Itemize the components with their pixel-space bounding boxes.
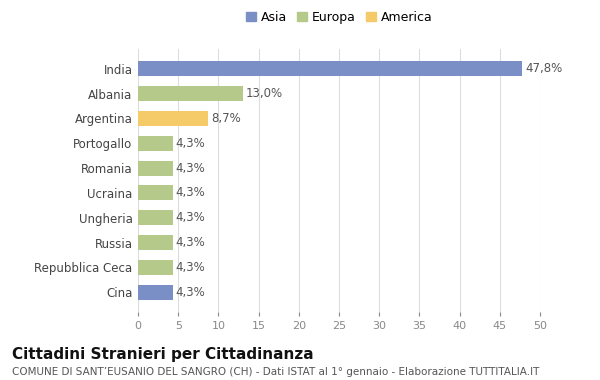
Bar — [138, 185, 173, 200]
Text: Cittadini Stranieri per Cittadinanza: Cittadini Stranieri per Cittadinanza — [12, 347, 314, 362]
Legend: Asia, Europa, America: Asia, Europa, America — [243, 8, 435, 27]
Bar — [138, 61, 523, 76]
Text: 8,7%: 8,7% — [211, 112, 241, 125]
Text: 4,3%: 4,3% — [176, 261, 206, 274]
Bar — [138, 285, 173, 300]
Bar — [138, 161, 173, 176]
Text: 4,3%: 4,3% — [176, 236, 206, 249]
Bar — [138, 260, 173, 275]
Text: 4,3%: 4,3% — [176, 286, 206, 299]
Text: 4,3%: 4,3% — [176, 162, 206, 174]
Bar — [138, 235, 173, 250]
Bar — [138, 86, 242, 101]
Bar — [138, 210, 173, 225]
Text: 4,3%: 4,3% — [176, 211, 206, 224]
Text: 4,3%: 4,3% — [176, 187, 206, 200]
Text: COMUNE DI SANT’EUSANIO DEL SANGRO (CH) - Dati ISTAT al 1° gennaio - Elaborazione: COMUNE DI SANT’EUSANIO DEL SANGRO (CH) -… — [12, 367, 539, 377]
Text: 4,3%: 4,3% — [176, 137, 206, 150]
Bar — [138, 111, 208, 126]
Text: 13,0%: 13,0% — [246, 87, 283, 100]
Bar — [138, 136, 173, 151]
Text: 47,8%: 47,8% — [526, 62, 563, 75]
